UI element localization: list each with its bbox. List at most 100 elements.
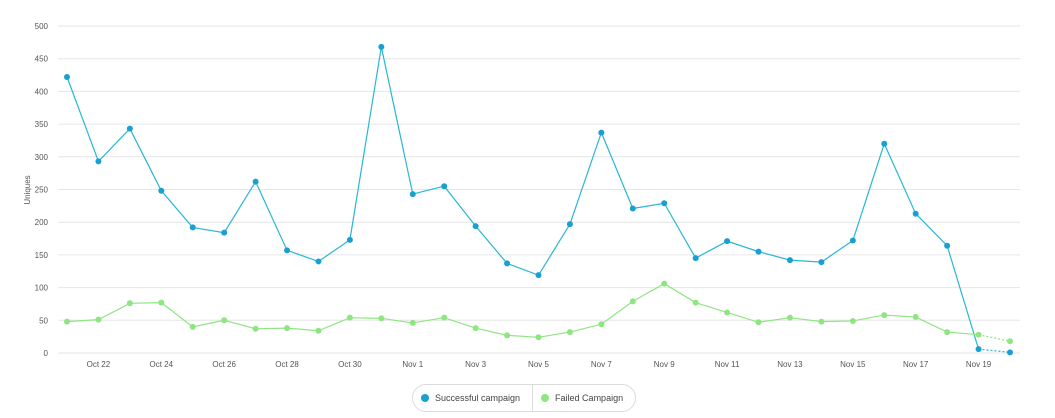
data-point[interactable] xyxy=(158,187,165,194)
x-tick-label: Oct 26 xyxy=(212,360,236,369)
data-point[interactable] xyxy=(598,129,605,136)
data-point[interactable] xyxy=(64,318,70,325)
data-point[interactable] xyxy=(661,200,668,207)
data-point[interactable] xyxy=(472,223,479,230)
series-0 xyxy=(64,43,1013,356)
series-line xyxy=(66,282,979,338)
data-point[interactable] xyxy=(189,224,196,231)
data-point[interactable] xyxy=(566,329,573,336)
data-point[interactable] xyxy=(315,327,322,334)
data-point[interactable] xyxy=(504,260,511,267)
y-tick-label: 500 xyxy=(35,22,49,31)
data-point[interactable] xyxy=(944,242,951,249)
y-tick-label: 450 xyxy=(35,55,49,64)
data-point[interactable] xyxy=(849,317,856,324)
data-point[interactable] xyxy=(409,319,416,326)
data-point[interactable] xyxy=(629,298,636,305)
data-point[interactable] xyxy=(221,317,228,324)
data-point[interactable] xyxy=(755,248,762,255)
data-point[interactable] xyxy=(849,237,856,244)
data-point[interactable] xyxy=(95,158,102,165)
y-tick-label: 0 xyxy=(44,349,49,358)
data-point[interactable] xyxy=(472,325,479,332)
data-point[interactable] xyxy=(1007,349,1013,356)
legend-label: Failed Campaign xyxy=(555,393,624,403)
data-point[interactable] xyxy=(441,183,448,190)
legend-dot-icon xyxy=(541,394,550,402)
x-axis-ticks: Oct 22 Oct 24 Oct 26 Oct 28 Oct 30 Nov 1 Nov 3… xyxy=(87,360,992,369)
data-point[interactable] xyxy=(95,316,102,323)
x-tick-label: Oct 22 xyxy=(87,360,111,369)
data-point[interactable] xyxy=(944,329,951,336)
data-point[interactable] xyxy=(881,140,888,147)
y-tick-label: 50 xyxy=(39,316,48,325)
legend-label: Successful campaign xyxy=(435,393,521,403)
y-tick-label: 250 xyxy=(35,186,49,195)
data-point[interactable] xyxy=(598,321,605,328)
y-tick-label: 100 xyxy=(35,284,49,293)
x-tick-label: Nov 11 xyxy=(715,360,740,369)
data-point[interactable] xyxy=(692,255,699,262)
data-point[interactable] xyxy=(1007,338,1013,345)
grid-lines xyxy=(58,25,1020,354)
data-point[interactable] xyxy=(692,299,699,306)
data-point[interactable] xyxy=(818,259,825,266)
data-point[interactable] xyxy=(346,236,353,243)
data-point[interactable] xyxy=(818,318,825,325)
legend-item-successful[interactable]: Successful campaign xyxy=(413,385,532,411)
data-point[interactable] xyxy=(912,314,919,321)
data-point[interactable] xyxy=(566,221,573,228)
x-tick-label: Nov 13 xyxy=(777,360,803,369)
data-point[interactable] xyxy=(912,210,919,217)
data-point[interactable] xyxy=(975,346,982,353)
legend-item-failed[interactable]: Failed Campaign xyxy=(532,385,635,411)
data-point[interactable] xyxy=(378,43,385,50)
y-tick-label: 300 xyxy=(35,153,49,162)
data-point[interactable] xyxy=(975,331,982,338)
y-tick-label: 350 xyxy=(35,120,49,129)
data-point[interactable] xyxy=(315,258,322,265)
data-point[interactable] xyxy=(786,257,793,264)
y-tick-label: 200 xyxy=(35,218,49,227)
x-tick-label: Nov 19 xyxy=(966,360,992,369)
data-point[interactable] xyxy=(284,325,291,332)
data-point[interactable] xyxy=(504,332,511,339)
series-line-partial xyxy=(978,334,1011,342)
x-tick-label: Nov 15 xyxy=(840,360,866,369)
data-point[interactable] xyxy=(661,280,668,287)
data-point[interactable] xyxy=(378,315,385,322)
x-tick-label: Nov 1 xyxy=(402,360,423,369)
x-tick-label: Nov 3 xyxy=(465,360,486,369)
series-group xyxy=(64,43,1013,356)
data-point[interactable] xyxy=(629,205,636,212)
x-tick-label: Nov 5 xyxy=(528,360,549,369)
data-point[interactable] xyxy=(346,314,353,321)
data-point[interactable] xyxy=(786,314,793,321)
data-point[interactable] xyxy=(724,238,731,245)
data-point[interactable] xyxy=(126,125,133,132)
data-point[interactable] xyxy=(126,300,133,307)
x-tick-label: Nov 9 xyxy=(654,360,675,369)
data-point[interactable] xyxy=(755,319,762,326)
data-point[interactable] xyxy=(221,229,228,236)
data-point[interactable] xyxy=(881,312,888,319)
data-point[interactable] xyxy=(535,334,542,341)
data-point[interactable] xyxy=(252,178,259,185)
y-axis-ticks: 0 50 100 150 200 250 300 350 400 450 500 xyxy=(35,22,49,358)
legend: Successful campaign Failed Campaign xyxy=(412,384,637,412)
data-point[interactable] xyxy=(64,74,70,81)
data-point[interactable] xyxy=(284,247,291,254)
data-point[interactable] xyxy=(252,325,259,332)
y-tick-label: 150 xyxy=(35,251,49,260)
x-tick-label: Nov 7 xyxy=(591,360,612,369)
data-point[interactable] xyxy=(441,314,448,321)
legend-dot-icon xyxy=(421,394,429,402)
data-point[interactable] xyxy=(724,309,731,316)
series-1 xyxy=(64,280,1013,345)
data-point[interactable] xyxy=(158,299,165,306)
data-point[interactable] xyxy=(535,272,542,279)
y-tick-label: 400 xyxy=(35,87,49,96)
data-point[interactable] xyxy=(409,191,416,198)
data-point[interactable] xyxy=(189,323,196,330)
